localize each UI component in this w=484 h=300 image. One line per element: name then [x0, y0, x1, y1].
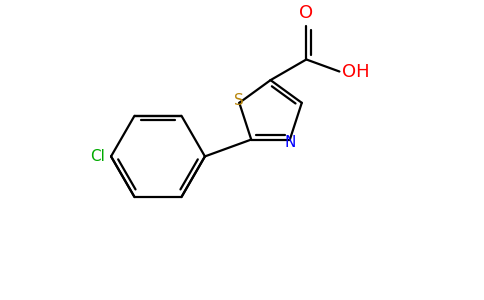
Text: N: N: [284, 135, 296, 150]
Text: OH: OH: [342, 62, 370, 80]
Text: S: S: [234, 92, 244, 107]
Text: Cl: Cl: [91, 149, 106, 164]
Text: O: O: [299, 4, 313, 22]
